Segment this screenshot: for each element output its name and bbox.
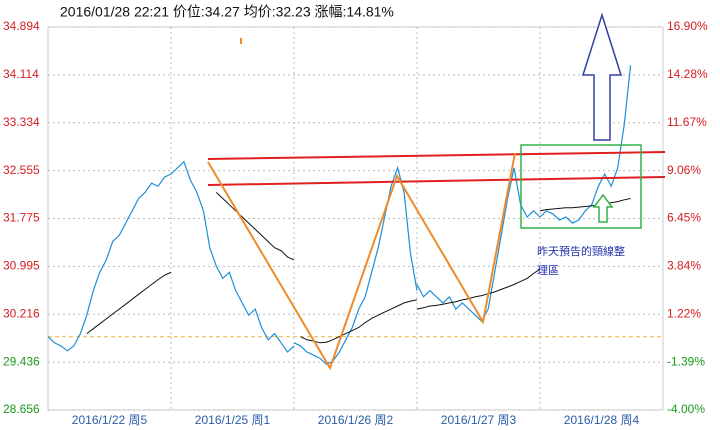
price-line (170, 160, 295, 353)
price-line (86, 271, 172, 334)
y2-tick-label: -4.00% (667, 402, 705, 416)
neckline-lower (207, 176, 666, 186)
price-line (47, 173, 172, 352)
w-pattern (207, 152, 516, 371)
y2-tick-label: 11.67% (667, 115, 707, 129)
y-tick-label: 30.216 (3, 306, 40, 320)
y2-tick-label: 14.28% (667, 67, 708, 81)
y-tick-label: 31.775 (3, 211, 40, 225)
dot (240, 38, 242, 44)
annotation: 昨天預告的頸線整 (537, 244, 625, 258)
price-line (539, 198, 631, 212)
price-line (416, 167, 541, 323)
marks: 28.656 29.436 30.216 30.995 31.775 32.555 33.3… (3, 19, 708, 427)
y2-tick-label: -1.39% (667, 354, 705, 368)
neckline-upper (207, 151, 666, 160)
y-tick-label: 29.436 (3, 354, 40, 368)
y2-tick-label: 6.45% (667, 211, 701, 225)
consolidation-box (520, 144, 642, 229)
big-arrow (581, 12, 623, 141)
annotation: 理區 (537, 264, 559, 277)
y-tick-label: 33.334 (3, 115, 40, 129)
price-line (416, 268, 541, 310)
x-tick-label: 2016/1/27 周3 (441, 413, 517, 427)
x-tick-label: 2016/1/22 周5 (72, 413, 148, 427)
y-tick-label: 34.114 (3, 67, 39, 81)
y2-tick-label: 1.22% (667, 307, 701, 321)
x-tick-label: 2016/1/26 周2 (318, 413, 394, 427)
y-tick-label: 32.555 (3, 163, 40, 177)
price-line (300, 299, 418, 344)
x-tick-label: 2016/1/25 周1 (195, 413, 271, 427)
plot-frame (47, 26, 664, 411)
y2-tick-label: 3.84% (667, 259, 701, 273)
overlays: 昨天預告的頸線整 理區 (207, 12, 666, 371)
price-line (539, 65, 632, 224)
y2-tick-label: 16.90% (667, 19, 708, 33)
y-tick-label: 30.995 (3, 259, 40, 273)
price-line (293, 165, 418, 366)
y2-tick-label: 9.06% (667, 163, 701, 177)
x-tick-label: 2016/1/28 周4 (564, 413, 640, 427)
price-line (215, 192, 295, 261)
chart-title: 2016/01/28 22:21 价位:34.27 均价:32.23 涨幅:14… (60, 4, 394, 20)
y-tick-label: 28.656 (3, 402, 40, 416)
y-tick-label: 34.894 (3, 19, 40, 33)
small-arrow (592, 193, 614, 223)
